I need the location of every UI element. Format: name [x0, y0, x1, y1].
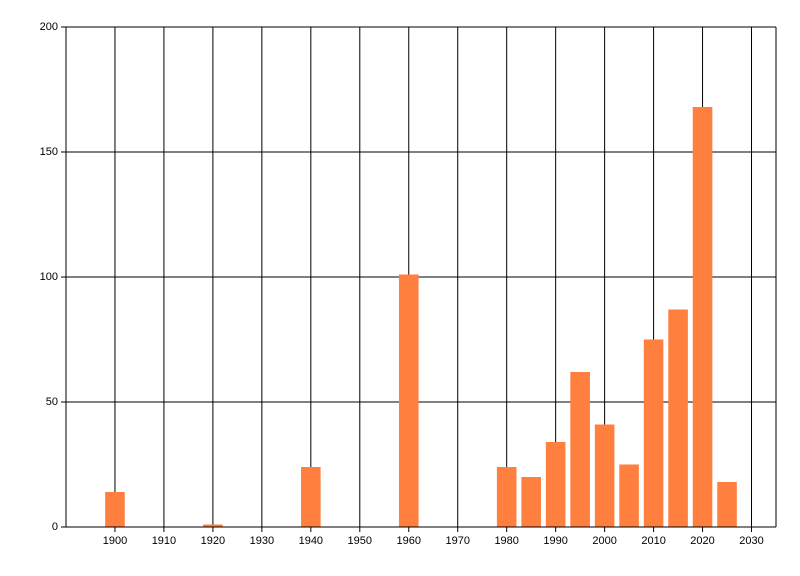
y-tick-label: 50 [46, 396, 58, 408]
bar [521, 477, 541, 527]
x-tick-label: 1900 [103, 535, 127, 547]
bar [496, 467, 517, 527]
bar [717, 482, 737, 527]
bar [594, 424, 615, 527]
bar [398, 274, 419, 527]
bar [570, 372, 590, 527]
grid [66, 26, 776, 528]
y-tick-label: 150 [40, 146, 58, 158]
bar [692, 107, 713, 527]
y-tick-label: 0 [52, 521, 58, 533]
y-tick-label: 100 [40, 271, 58, 283]
x-tick-label: 1920 [201, 535, 225, 547]
bar [619, 464, 639, 527]
x-tick-label: 1970 [445, 535, 469, 547]
axes: 0 50 100 150 200 1900 1910 1920 1930 1940 1950 1960… [40, 21, 777, 547]
bar [105, 492, 125, 527]
y-tick-label: 200 [40, 21, 58, 33]
x-tick-label: 1940 [299, 535, 323, 547]
x-tick-label: 2000 [592, 535, 616, 547]
x-tick-label: 1950 [348, 535, 372, 547]
bar [203, 524, 223, 527]
x-tick-label: 2010 [641, 535, 665, 547]
x-tick-label: 1960 [397, 535, 421, 547]
bars [105, 107, 737, 527]
x-tick-label: 1990 [543, 535, 567, 547]
x-tick-label: 1980 [494, 535, 518, 547]
x-tick-label: 2020 [690, 535, 714, 547]
bar [301, 467, 321, 527]
x-tick-label: 2030 [739, 535, 763, 547]
bar [545, 442, 566, 527]
x-tick-label: 1910 [152, 535, 176, 547]
x-tick-label: 1930 [250, 535, 274, 547]
bar [643, 339, 664, 527]
bar [668, 309, 688, 527]
